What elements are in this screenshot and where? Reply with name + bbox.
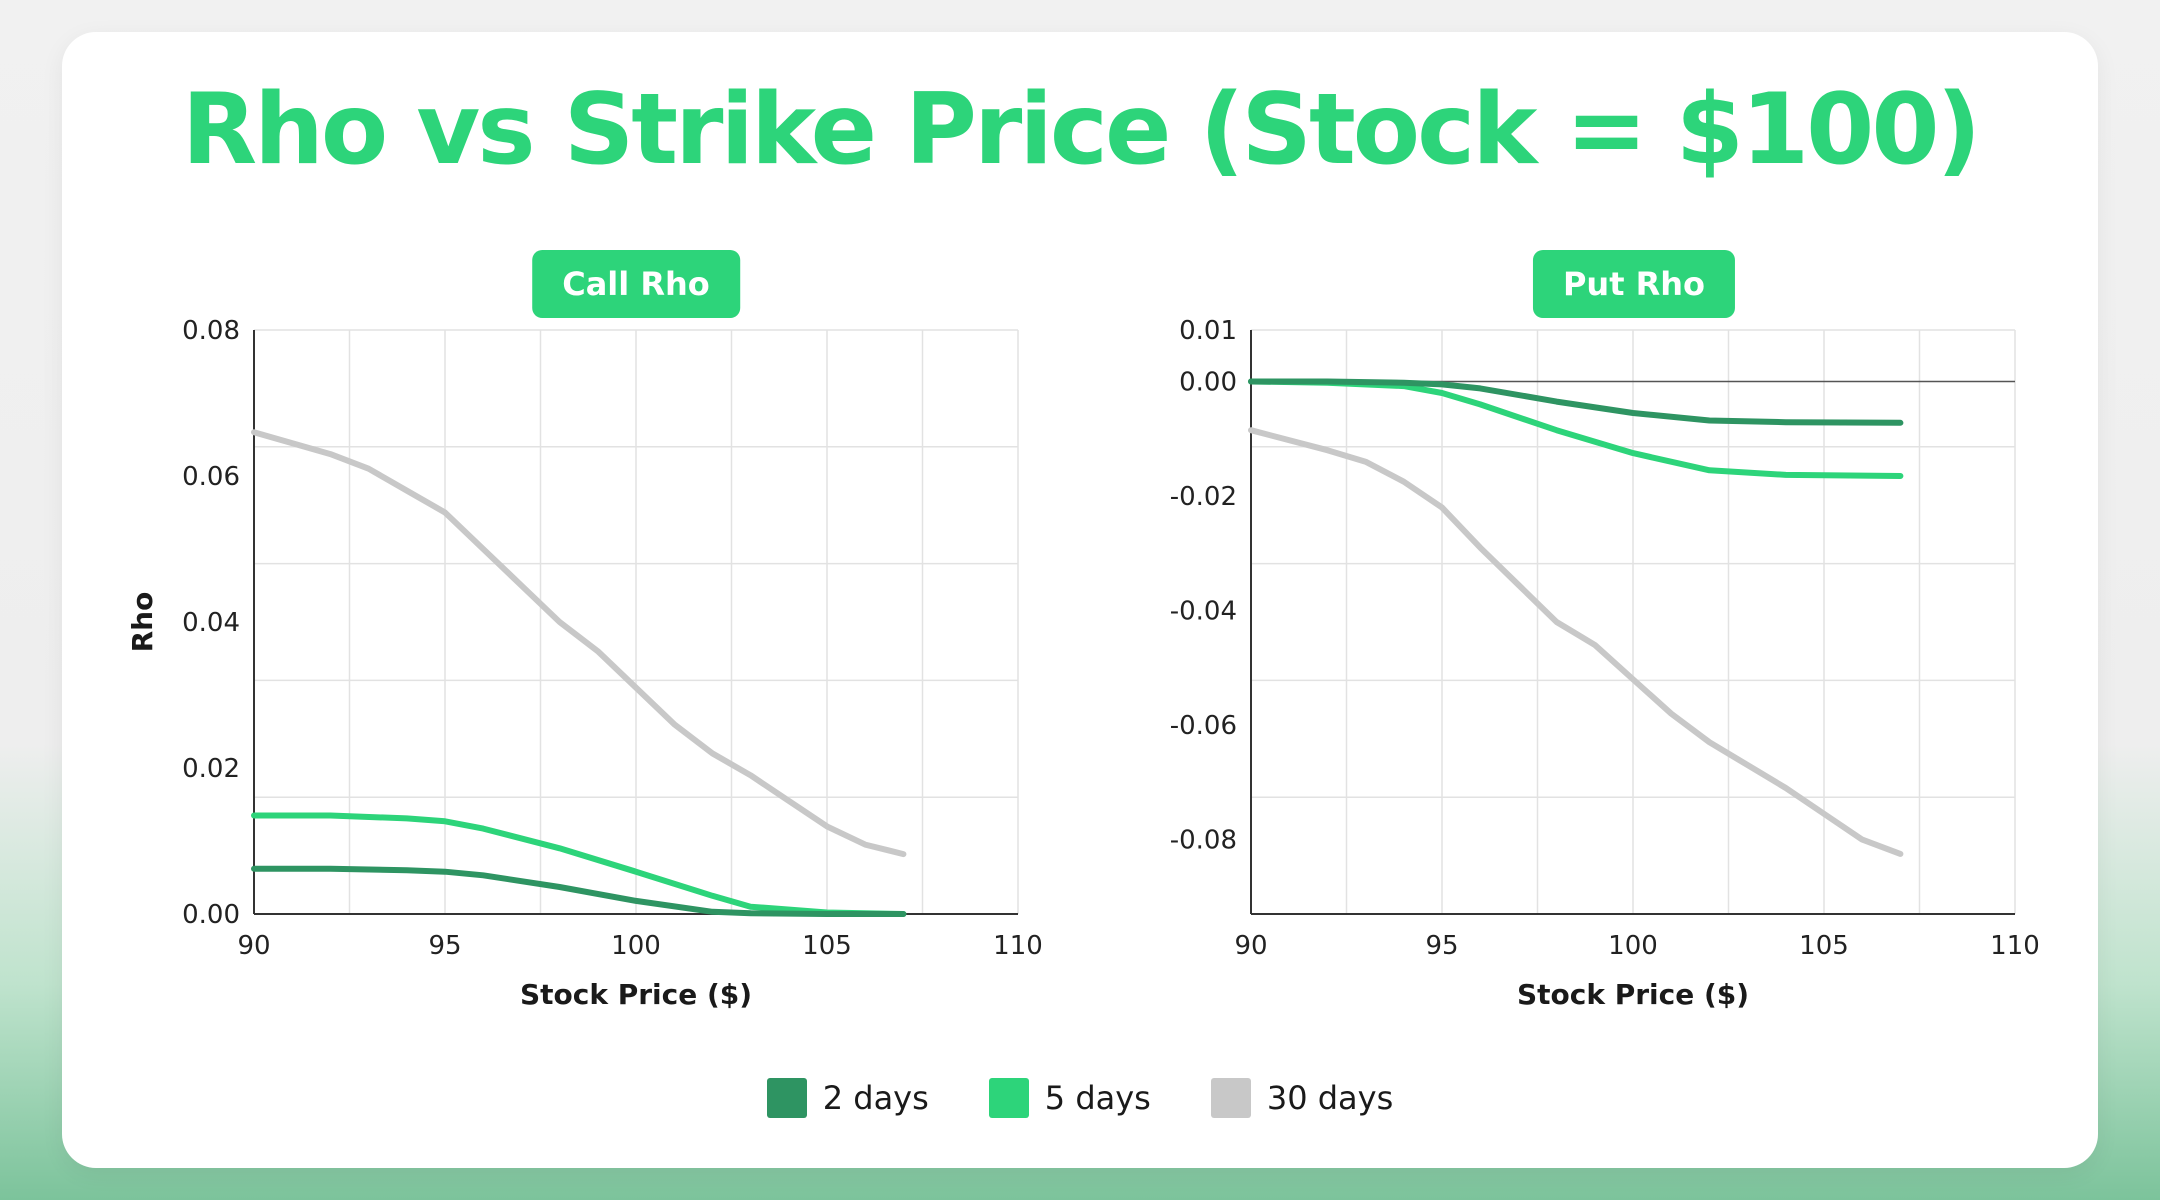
put-rho-badge: Put Rho xyxy=(1532,250,1736,318)
legend-item-2-days: 2 days xyxy=(766,1078,929,1118)
put-rho-x-tick-label: 105 xyxy=(1799,931,1849,961)
legend: 2 days 5 days 30 days xyxy=(0,1078,2160,1118)
call-rho-y-axis-label: Rho xyxy=(126,592,159,653)
put-rho-x-axis-label: Stock Price ($) xyxy=(1517,978,1749,1011)
put-rho-y-tick-label: -0.06 xyxy=(1170,711,1237,741)
call-rho-x-tick-label: 105 xyxy=(802,931,852,961)
put-rho-x-tick-label: 110 xyxy=(1990,931,2040,961)
chart-card xyxy=(62,32,2098,1168)
legend-item-5-days: 5 days xyxy=(988,1078,1151,1118)
legend-swatch-5-days xyxy=(988,1078,1029,1118)
legend-label-5-days: 5 days xyxy=(1044,1079,1151,1117)
call-rho-y-tick-label: 0.06 xyxy=(182,462,240,492)
legend-label-30-days: 30 days xyxy=(1266,1079,1394,1117)
call-rho-badge: Call Rho xyxy=(532,250,740,318)
call-rho-x-tick-label: 110 xyxy=(993,931,1043,961)
legend-swatch-2-days xyxy=(766,1078,807,1118)
call-rho-y-tick-label: 0.02 xyxy=(182,754,240,784)
put-rho-x-tick-label: 95 xyxy=(1425,931,1458,961)
call-rho-x-tick-label: 95 xyxy=(428,931,461,961)
put-rho-y-tick-label: -0.02 xyxy=(1170,482,1237,512)
put-rho-x-tick-label: 100 xyxy=(1608,931,1658,961)
put-rho-y-tick-label: 0.01 xyxy=(1179,316,1237,346)
put-rho-line-5-days xyxy=(1248,378,1904,479)
call-rho-line-2-days xyxy=(251,865,907,917)
put-rho-y-tick-label: -0.08 xyxy=(1170,826,1237,856)
call-rho-x-tick-label: 100 xyxy=(611,931,661,961)
call-rho-line-5-days xyxy=(251,812,907,917)
legend-label-2-days: 2 days xyxy=(822,1079,929,1117)
page-title: Rho vs Strike Price (Stock = $100) xyxy=(181,73,1982,187)
legend-item-30-days: 30 days xyxy=(1210,1078,1394,1118)
call-rho-line-30-days xyxy=(251,429,907,858)
call-rho-y-tick-label: 0.00 xyxy=(182,900,240,930)
legend-swatch-30-days xyxy=(1210,1078,1251,1118)
call-rho-x-tick-label: 90 xyxy=(237,931,270,961)
put-rho-line-30-days xyxy=(1248,427,1904,857)
put-rho-x-tick-label: 90 xyxy=(1234,931,1267,961)
call-rho-x-axis-label: Stock Price ($) xyxy=(520,978,752,1011)
call-rho-y-tick-label: 0.04 xyxy=(182,608,240,638)
put-rho-line-2-days xyxy=(1248,378,1904,426)
put-rho-y-tick-label: -0.04 xyxy=(1170,597,1237,627)
call-rho-y-tick-label: 0.08 xyxy=(182,316,240,346)
put-rho-y-tick-label: 0.00 xyxy=(1179,368,1237,398)
